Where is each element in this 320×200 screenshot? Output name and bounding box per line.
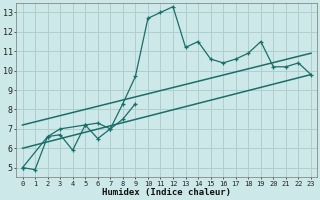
X-axis label: Humidex (Indice chaleur): Humidex (Indice chaleur) <box>102 188 231 197</box>
